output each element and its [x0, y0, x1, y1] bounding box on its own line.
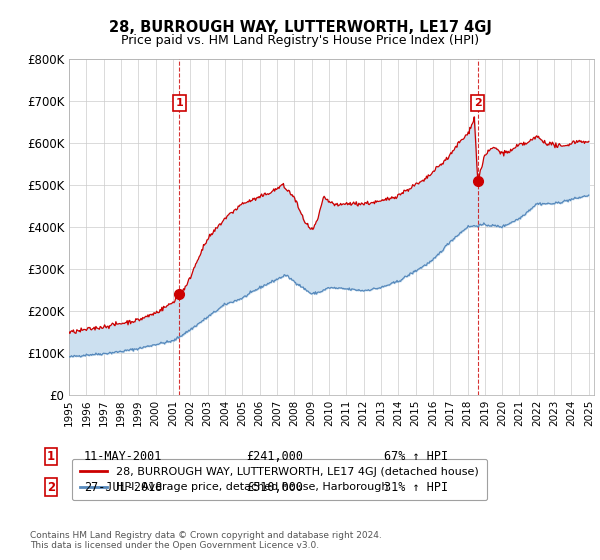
Text: 2: 2 [47, 480, 55, 494]
Text: 31% ↑ HPI: 31% ↑ HPI [384, 480, 448, 494]
Text: 1: 1 [47, 450, 55, 463]
Text: 67% ↑ HPI: 67% ↑ HPI [384, 450, 448, 463]
Text: £241,000: £241,000 [246, 450, 303, 463]
Text: £510,000: £510,000 [246, 480, 303, 494]
Legend: 28, BURROUGH WAY, LUTTERWORTH, LE17 4GJ (detached house), HPI: Average price, de: 28, BURROUGH WAY, LUTTERWORTH, LE17 4GJ … [72, 459, 487, 500]
Text: 27-JUL-2018: 27-JUL-2018 [84, 480, 163, 494]
Text: Price paid vs. HM Land Registry's House Price Index (HPI): Price paid vs. HM Land Registry's House … [121, 34, 479, 46]
Text: 28, BURROUGH WAY, LUTTERWORTH, LE17 4GJ: 28, BURROUGH WAY, LUTTERWORTH, LE17 4GJ [109, 20, 491, 35]
Text: 11-MAY-2001: 11-MAY-2001 [84, 450, 163, 463]
Text: 1: 1 [176, 98, 184, 108]
Text: 2: 2 [474, 98, 481, 108]
Text: Contains HM Land Registry data © Crown copyright and database right 2024.
This d: Contains HM Land Registry data © Crown c… [30, 531, 382, 550]
